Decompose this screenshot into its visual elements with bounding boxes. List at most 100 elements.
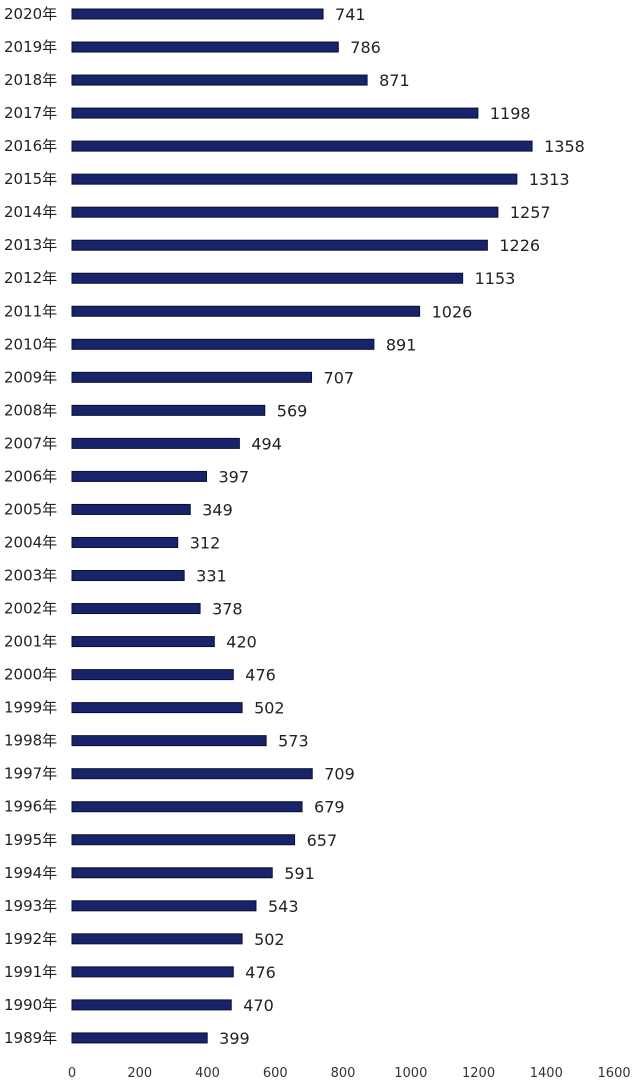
category-label: 2009年: [4, 368, 57, 386]
bar-23: [71, 768, 313, 780]
bar-26: [71, 867, 273, 879]
value-label: 1226: [499, 236, 540, 255]
bar-6: [71, 206, 499, 218]
value-label: 707: [324, 368, 355, 387]
category-label: 2012年: [4, 269, 57, 287]
category-label: 2010年: [4, 335, 57, 353]
category-label: 2011年: [4, 302, 57, 320]
category-label: 1999年: [4, 699, 57, 717]
bar-2: [71, 74, 368, 86]
category-label: 2000年: [4, 666, 57, 684]
x-tick-label: 1400: [530, 1066, 563, 1081]
value-label: 657: [307, 831, 338, 850]
category-label: 1995年: [4, 831, 57, 849]
value-label: 786: [350, 38, 381, 57]
bar-4: [71, 140, 533, 152]
bar-1: [71, 41, 339, 53]
category-label: 1994年: [4, 864, 57, 882]
bar-27: [71, 900, 257, 912]
value-label: 871: [379, 71, 410, 90]
value-label: 569: [277, 401, 308, 420]
value-label: 312: [190, 533, 221, 552]
bar-30: [71, 999, 232, 1011]
value-label: 591: [284, 864, 315, 883]
category-label: 2005年: [4, 500, 57, 518]
bar-14: [71, 470, 208, 482]
category-label: 2015年: [4, 170, 57, 188]
category-label: 1989年: [4, 1029, 57, 1047]
x-tick-label: 1200: [462, 1066, 495, 1081]
category-label: 2016年: [4, 137, 57, 155]
category-label: 2007年: [4, 434, 57, 452]
x-tick-label: 0: [68, 1066, 76, 1081]
bar-31: [71, 1032, 208, 1044]
value-label: 573: [278, 732, 309, 751]
category-label: 2004年: [4, 533, 57, 551]
bar-24: [71, 801, 303, 813]
bar-18: [71, 603, 201, 615]
bar-8: [71, 272, 464, 284]
value-label: 476: [245, 963, 276, 982]
value-label: 331: [196, 567, 227, 586]
category-label: 2020年: [4, 5, 57, 23]
x-tick-label: 1600: [598, 1066, 631, 1081]
value-label: 470: [243, 996, 274, 1015]
bar-28: [71, 933, 243, 945]
value-label: 494: [251, 434, 282, 453]
bar-7: [71, 239, 488, 251]
bar-3: [71, 107, 479, 119]
bar-22: [71, 735, 267, 747]
bar-12: [71, 404, 266, 416]
bar-10: [71, 338, 375, 350]
category-label: 1993年: [4, 897, 57, 915]
value-label: 1026: [432, 302, 473, 321]
x-tick-label: 1000: [394, 1066, 427, 1081]
category-label: 2006年: [4, 467, 57, 485]
category-label: 2003年: [4, 567, 57, 585]
category-label: 2017年: [4, 104, 57, 122]
bar-5: [71, 173, 518, 185]
category-label: 2008年: [4, 401, 57, 419]
value-label: 679: [314, 798, 345, 817]
value-label: 349: [202, 500, 233, 519]
category-label: 2019年: [4, 38, 57, 56]
value-label: 399: [219, 1029, 250, 1048]
bar-21: [71, 702, 243, 714]
category-label: 1996年: [4, 798, 57, 816]
category-label: 1998年: [4, 732, 57, 750]
bar-16: [71, 536, 179, 548]
bar-9: [71, 305, 421, 317]
value-label: 543: [268, 897, 299, 916]
category-label: 2013年: [4, 236, 57, 254]
value-label: 476: [245, 666, 276, 685]
bar-13: [71, 437, 240, 449]
bar-20: [71, 669, 234, 681]
x-tick-label: 800: [331, 1066, 356, 1081]
category-label: 2014年: [4, 203, 57, 221]
bar-25: [71, 834, 296, 846]
value-label: 891: [386, 335, 417, 354]
value-label: 1257: [510, 203, 551, 222]
value-label: 502: [254, 699, 285, 718]
value-label: 1313: [529, 170, 570, 189]
value-label: 1358: [544, 137, 585, 156]
x-tick-label: 400: [195, 1066, 220, 1081]
value-label: 397: [219, 467, 250, 486]
category-label: 1991年: [4, 963, 57, 981]
x-axis-ticks-group: 0 200 400 600 800 1000 1200 1400 1600: [68, 1066, 631, 1081]
bar-15: [71, 503, 191, 515]
category-label: 1997年: [4, 765, 57, 783]
value-label: 378: [212, 600, 243, 619]
category-label: 2002年: [4, 600, 57, 618]
value-label: 1153: [475, 269, 516, 288]
value-label: 502: [254, 930, 285, 949]
bar-11: [71, 371, 313, 383]
bars-group: [71, 8, 533, 1044]
category-label: 1990年: [4, 996, 57, 1014]
category-labels-group: 2020年 2019年 2018年 2017年 2016年 2015年 2014年 2013年…: [4, 5, 57, 1047]
bar-19: [71, 636, 215, 648]
bar-29: [71, 966, 234, 978]
x-tick-label: 600: [263, 1066, 288, 1081]
